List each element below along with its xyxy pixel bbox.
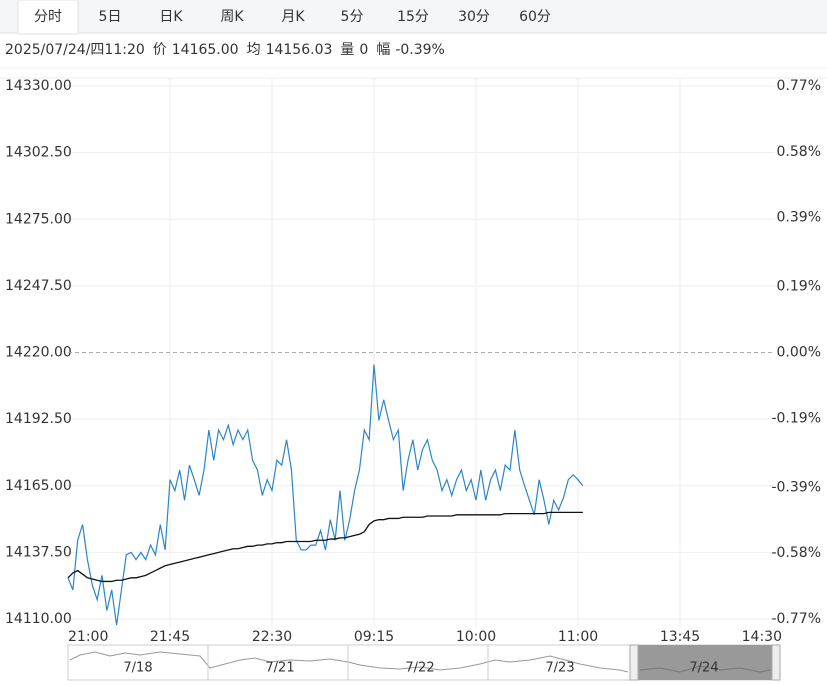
- tab[interactable]: 60分: [519, 9, 551, 25]
- tab[interactable]: 分时: [34, 9, 62, 25]
- y-tick-label: 14137.50: [5, 544, 72, 560]
- chart: 21:00 21:45 22:30 09:15 10:00 11:00 13:45 14:30…: [0, 77, 827, 645]
- x-tick-label: 14:30: [742, 629, 782, 645]
- tab[interactable]: 日K: [159, 9, 183, 25]
- info-change: -0.39%: [395, 42, 445, 58]
- info-volume: 0: [359, 42, 368, 58]
- navigator: 7/18 7/21 7/22 7/23 7/24: [67, 644, 781, 681]
- series-line: [67, 364, 584, 626]
- info-avg: 14156.03: [266, 42, 333, 58]
- navigator-handle[interactable]: [629, 644, 639, 681]
- navigator-date: 7/23: [545, 661, 574, 676]
- info-volume-label: 量: [340, 42, 354, 58]
- y2-tick-label: 0.00%: [777, 345, 821, 361]
- x-tick-label: 11:00: [558, 629, 598, 645]
- tab[interactable]: 周K: [220, 9, 244, 25]
- navigator-date: 7/21: [265, 661, 294, 676]
- y-tick-label: 14275.00: [5, 211, 72, 227]
- navigator-selection[interactable]: [638, 645, 772, 680]
- y-tick-label: 14110.00: [5, 611, 72, 627]
- tab[interactable]: 月K: [281, 9, 305, 25]
- series-line: [67, 511, 583, 583]
- tab-bar: [0, 0, 827, 33]
- y-tick-label: 14247.50: [5, 278, 72, 294]
- info-text: 2025/07/24/四11:20 价 14165.00 均 14156.03 量 0 幅 -0…: [5, 42, 445, 58]
- info-price-label: 价: [153, 42, 167, 58]
- tabs: 分时 5日 日K 周K 月K 5分 15分 30分 60分: [17, 0, 551, 35]
- navigator-date: 7/22: [405, 661, 434, 676]
- y2-tick-label: -0.39%: [771, 479, 821, 495]
- x-tick-label: 13:45: [660, 629, 700, 645]
- tab[interactable]: 5日: [99, 9, 122, 25]
- info-datetime: 2025/07/24/四11:20: [5, 42, 145, 58]
- y-tick-label: 14302.50: [5, 145, 72, 161]
- x-tick-label: 10:00: [456, 629, 496, 645]
- info-change-label: 幅: [376, 42, 390, 58]
- tab[interactable]: 5分: [341, 9, 364, 25]
- info-price: 14165.00: [172, 42, 239, 58]
- tab[interactable]: 30分: [458, 9, 490, 25]
- info-bar: 2025/07/24/四11:20 价 14165.00 均 14156.03 量 0 幅 -0…: [5, 42, 445, 58]
- y2-tick-label: -0.77%: [771, 611, 821, 627]
- y-tick-label: 14165.00: [5, 478, 72, 494]
- tab-selected-bg: [17, 0, 79, 35]
- info-avg-label: 均: [247, 42, 261, 58]
- x-tick-label: 21:00: [68, 629, 108, 645]
- navigator-line: [69, 651, 629, 673]
- x-tick-label: 09:15: [354, 629, 394, 645]
- y2-tick-label: -0.58%: [771, 545, 821, 561]
- y-tick-label: 14330.00: [5, 78, 72, 94]
- y2-tick-label: -0.19%: [771, 410, 821, 426]
- y-tick-label: 14192.50: [5, 411, 72, 427]
- y2-tick-label: 0.39%: [777, 210, 821, 226]
- navigator-selection-line: [639, 665, 771, 673]
- navigator-date: 7/18: [123, 661, 152, 676]
- y2-tick-label: 0.19%: [777, 279, 821, 295]
- y-tick-label: 14220.00: [5, 345, 72, 361]
- navigator-handle[interactable]: [771, 644, 781, 681]
- tab[interactable]: 15分: [397, 9, 429, 25]
- y2-tick-label: 0.77%: [777, 78, 821, 94]
- y2-tick-label: 0.58%: [777, 144, 821, 160]
- x-tick-label: 21:45: [150, 629, 190, 645]
- navigator-date: 7/24: [689, 661, 718, 676]
- x-tick-label: 22:30: [252, 629, 292, 645]
